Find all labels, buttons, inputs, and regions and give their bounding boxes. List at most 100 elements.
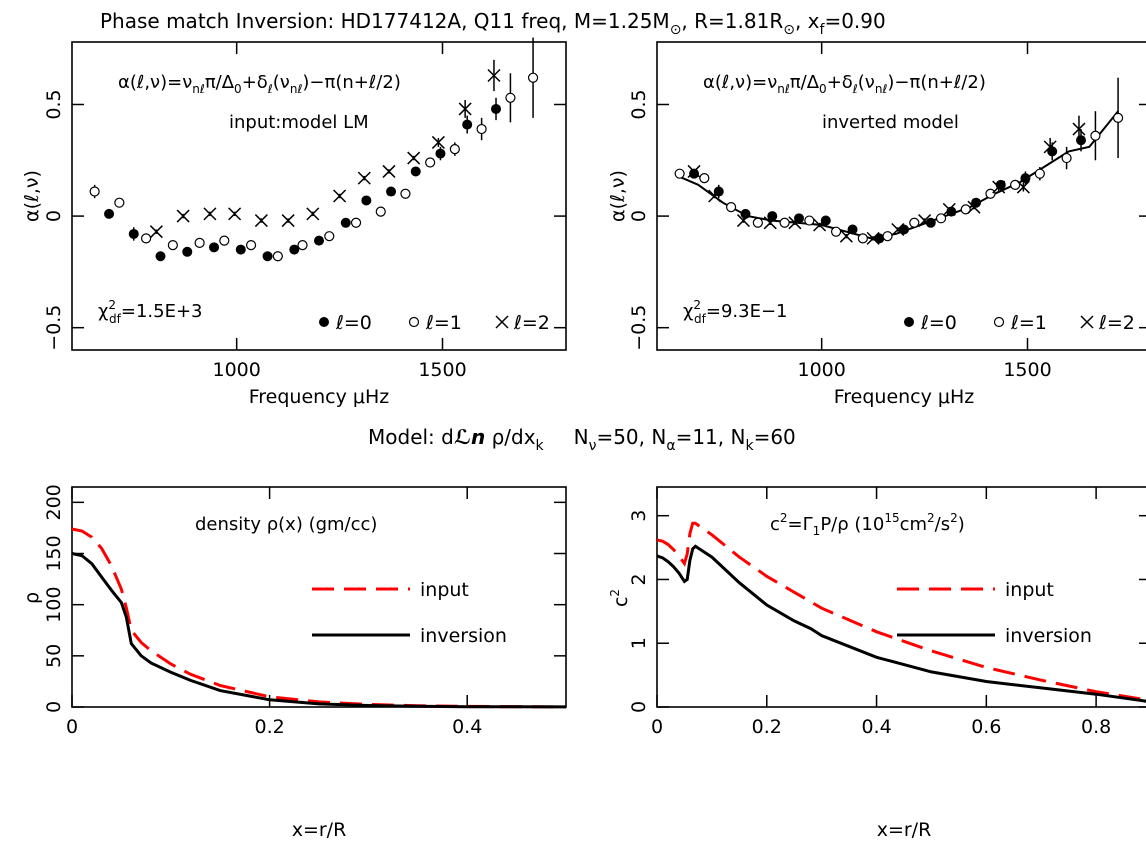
point-l1 [985, 188, 996, 199]
x-tick-label: 1000 [797, 359, 845, 381]
point-l1 [324, 231, 335, 242]
plot-frame [71, 41, 567, 351]
legend-label: ℓ=0 [335, 312, 372, 334]
chi-square-annotation: χ2 df=9.3E−1 [683, 298, 788, 326]
legend: input inversion [897, 579, 1092, 647]
point-l2 [1072, 122, 1086, 136]
point-l2 [942, 202, 956, 216]
y-tick-label: 0 [43, 701, 65, 713]
point-l2 [149, 225, 163, 239]
data-marks [89, 37, 539, 262]
y-tick-label: 100 [43, 587, 65, 623]
point-l0 [767, 211, 778, 222]
point-l0 [155, 251, 166, 262]
point-l1 [89, 186, 100, 197]
panel-title: c2=Γ1P/ρ (1015cm2/s2) [770, 511, 965, 538]
point-l2 [967, 200, 981, 214]
point-l2 [431, 135, 445, 149]
point-l0 [314, 235, 324, 246]
y-tick-label: −0.5 [628, 305, 650, 351]
point-l0 [820, 215, 831, 226]
x-axis-label: Frequency μHz [834, 386, 975, 408]
point-l0 [435, 148, 446, 159]
tick-marks: 0 0.2 0.4 0 50 100 150 200 [43, 484, 566, 738]
point-l2 [333, 189, 347, 203]
y-tick-label: 150 [43, 535, 65, 571]
y-axis-label: α(ℓ,ν) [607, 170, 629, 222]
point-l2 [306, 207, 320, 221]
point-l2 [1043, 140, 1057, 154]
point-l0 [319, 317, 329, 327]
plot-frame [656, 41, 1146, 351]
point-l0 [361, 195, 372, 206]
point-l1 [960, 204, 971, 215]
point-l1 [857, 233, 868, 244]
point-l2 [918, 214, 932, 228]
series-line-input [71, 527, 567, 709]
point-l1 [194, 237, 205, 248]
point-l0 [904, 317, 914, 327]
x-tick-label: 1500 [1003, 359, 1051, 381]
point-l2 [891, 222, 905, 237]
legend-label: ℓ=1 [1010, 312, 1047, 334]
y-tick-label: 200 [43, 484, 65, 520]
point-l1 [1090, 130, 1101, 141]
y-tick-label: 50 [43, 644, 65, 668]
point-l2 [866, 231, 880, 245]
point-l2 [357, 171, 371, 185]
x-tick-label: 1500 [418, 359, 466, 381]
legend-label: ℓ=2 [1098, 312, 1135, 334]
point-l1 [350, 217, 362, 228]
point-l1 [527, 72, 539, 83]
formula-annotation: α(ℓ,ν)=νnℓπ/Δ0+δℓ(νnℓ)−π(n+ℓ/2) [703, 72, 986, 96]
panel-alpha-inverted: 1000 1500 −0.5 0 0.5 α(ℓ,ν)=νnℓπ/Δ0+δℓ(νnℓ)−… [607, 41, 1146, 408]
point-l1 [909, 217, 920, 228]
x-tick-label: 0 [66, 716, 78, 738]
point-l0 [410, 166, 421, 177]
point-l1 [297, 240, 308, 251]
figure-title: Phase match Inversion: HD177412A, Q11 fr… [100, 9, 886, 38]
point-l0 [104, 208, 115, 219]
point-l2 [708, 189, 722, 203]
model-caption: Model: dℒn ρ/dxk Nν=50, Nα=11, Nk=60 [368, 425, 796, 454]
point-l2 [992, 180, 1006, 194]
x-tick-label: 0.2 [752, 716, 782, 738]
y-tick-label: 1 [628, 637, 650, 649]
x-axis-label: Frequency μHz [249, 386, 390, 408]
legend-label: inversion [420, 625, 507, 647]
plot-frame [656, 486, 1146, 708]
tick-marks: 0 0.2 0.4 0.6 0.8 0 1 2 3 [628, 487, 1146, 738]
point-l1 [505, 92, 516, 103]
data-marks [656, 521, 1146, 703]
point-l0 [874, 233, 885, 244]
legend: ℓ=0 ℓ=1 ℓ=2 [319, 312, 550, 334]
point-l1 [272, 251, 283, 262]
point-l0 [462, 119, 473, 130]
point-l1 [725, 202, 737, 213]
y-tick-label: −0.5 [43, 305, 65, 351]
y-tick-label: 3 [628, 510, 650, 522]
legend-label: ℓ=1 [425, 312, 462, 334]
point-l1 [1061, 152, 1072, 164]
point-l2 [281, 214, 295, 228]
point-l1 [882, 231, 893, 242]
series-line-inversion [71, 552, 567, 709]
point-l2 [1016, 180, 1030, 194]
point-l2 [839, 229, 853, 243]
point-l2 [228, 207, 242, 221]
y-tick-label: 2 [628, 573, 650, 585]
legend-label: input [1005, 579, 1054, 601]
y-tick-label: 0 [628, 701, 650, 713]
data-marks [71, 527, 567, 709]
point-l1 [375, 206, 386, 217]
x-tick-label: 0.2 [254, 716, 284, 738]
x-axis-label: x=r/R [877, 819, 932, 841]
legend: ℓ=0 ℓ=1 ℓ=2 [904, 312, 1135, 334]
point-l2 [254, 214, 268, 228]
point-l0 [235, 244, 246, 255]
point-l1 [219, 235, 230, 246]
x-tick-label: 0 [651, 716, 663, 738]
y-axis-label: c2 [608, 589, 632, 607]
point-l0 [340, 217, 351, 228]
